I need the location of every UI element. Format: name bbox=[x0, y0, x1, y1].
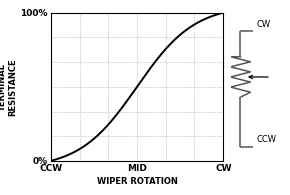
Y-axis label: WIPER TO CCW
TERMINAL
RESISTANCE: WIPER TO CCW TERMINAL RESISTANCE bbox=[0, 51, 18, 122]
X-axis label: WIPER ROTATION: WIPER ROTATION bbox=[97, 177, 177, 186]
Text: CCW: CCW bbox=[257, 135, 277, 144]
Text: CW: CW bbox=[257, 20, 271, 29]
